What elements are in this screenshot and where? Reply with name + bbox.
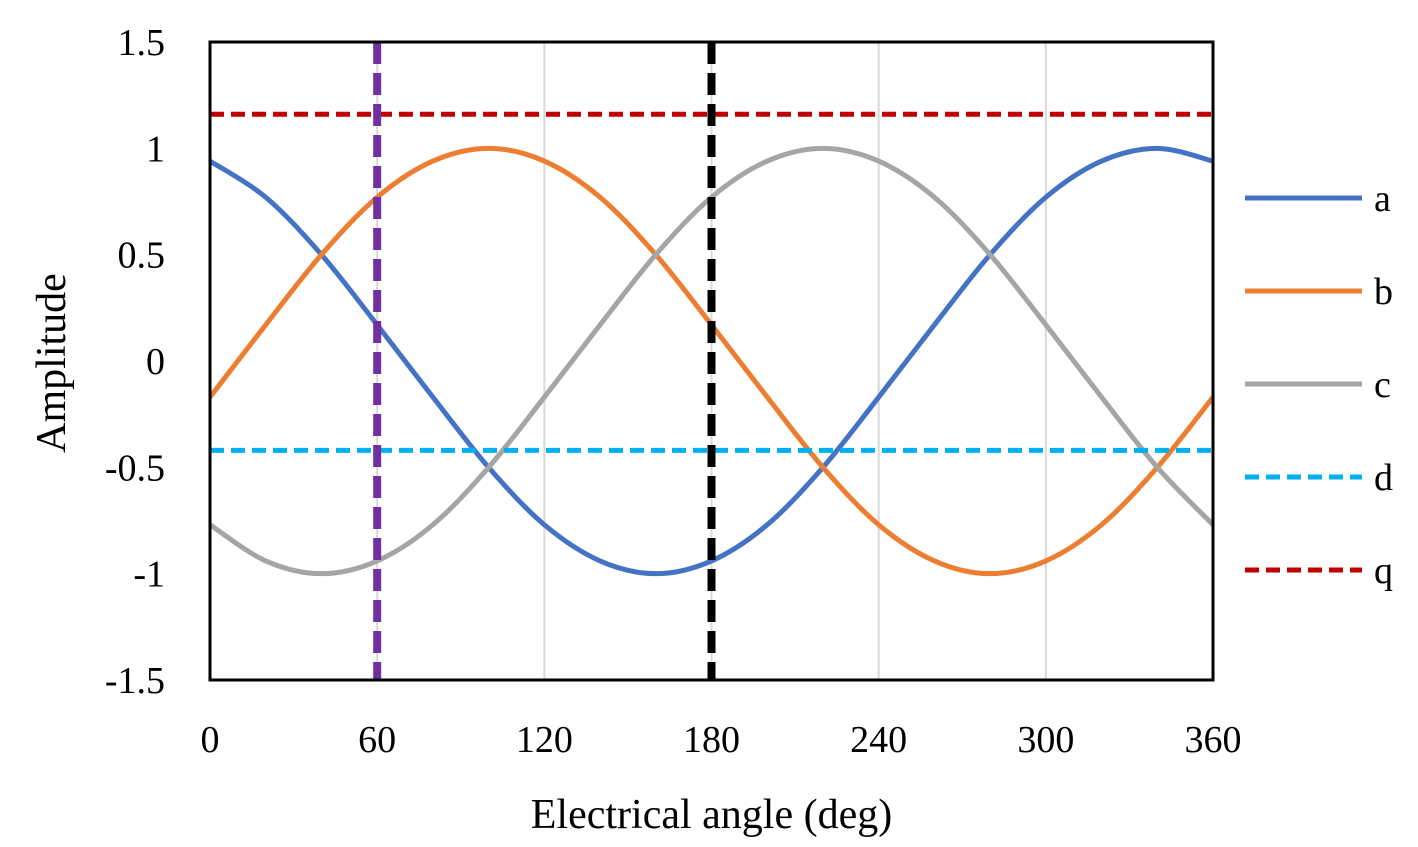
y-tick-label: 0.5 — [118, 235, 166, 277]
x-tick-label: 120 — [516, 719, 573, 761]
x-tick-label: 0 — [201, 719, 220, 761]
x-tick-label: 180 — [683, 719, 740, 761]
y-tick-label: -0.5 — [105, 447, 165, 489]
x-tick-label: 300 — [1017, 719, 1074, 761]
y-tick-label: -1.5 — [105, 660, 165, 702]
x-axis-title: Electrical angle (deg) — [531, 792, 892, 838]
y-tick-label: 1.5 — [118, 22, 166, 64]
x-tick-label: 240 — [850, 719, 907, 761]
y-tick-label: -1 — [133, 554, 165, 596]
plot-area-frame — [208, 40, 1215, 682]
legend-label-q: q — [1374, 550, 1393, 592]
legend-label-a: a — [1374, 178, 1391, 220]
x-tick-label: 60 — [358, 719, 396, 761]
legend-label-b: b — [1374, 271, 1393, 313]
legend-label-d: d — [1374, 457, 1393, 499]
y-tick-label: 1 — [146, 128, 165, 170]
legend-label-c: c — [1374, 364, 1391, 406]
x-axis-ticks: 0 60 120 180 240 300 360 — [201, 719, 1242, 761]
y-axis-ticks: 1.5 1 0.5 0 -0.5 -1 -1.5 — [105, 22, 165, 702]
reference-lines — [373, 42, 716, 680]
x-tick-label: 360 — [1185, 719, 1242, 761]
y-tick-label: 0 — [146, 341, 165, 383]
legend: a b c d q — [1245, 178, 1393, 592]
y-axis-title: Amplitude — [29, 273, 75, 453]
